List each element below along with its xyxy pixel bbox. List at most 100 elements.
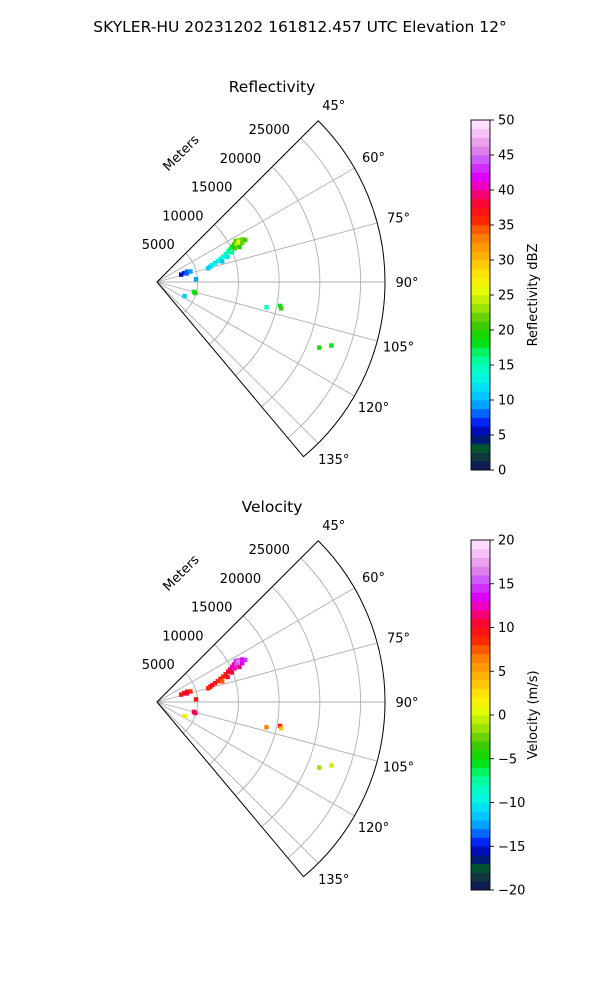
- reflectivity-colorbar-band: [471, 443, 490, 453]
- velocity-angular-gridline: [156, 701, 319, 864]
- velocity-colorbar-band: [471, 557, 490, 567]
- reflectivity-radial-tick-label: 10000: [162, 209, 203, 224]
- velocity-radial-tick-label: 5000: [142, 658, 175, 673]
- reflectivity-theta-tick-label: 75°: [387, 211, 410, 226]
- reflectivity-colorbar-band: [471, 417, 490, 427]
- velocity-theta-tick-label: 60°: [362, 571, 385, 586]
- velocity-data-point: [234, 662, 239, 668]
- reflectivity-colorbar-band: [471, 190, 490, 200]
- velocity-radial-tick-label: 25000: [249, 543, 290, 558]
- velocity-radial-gridline: [287, 557, 361, 859]
- reflectivity-colorbar-band: [471, 400, 490, 410]
- velocity-colorbar-band: [471, 758, 490, 768]
- reflectivity-colorbar-tick-label: 15: [498, 359, 515, 374]
- reflectivity-data-point: [329, 343, 334, 348]
- reflectivity-colorbar-band: [471, 408, 490, 418]
- velocity-data-point: [317, 765, 322, 770]
- velocity-data-point: [223, 672, 228, 677]
- reflectivity-data-point: [237, 244, 242, 250]
- velocity-angular-gridline: [156, 587, 355, 703]
- velocity-colorbar-tick-label: 15: [498, 577, 515, 592]
- reflectivity-angular-gridline: [156, 281, 319, 444]
- reflectivity-data-point: [184, 271, 189, 276]
- velocity-colorbar-band: [471, 855, 490, 865]
- velocity-theta-tick-label: 90°: [395, 696, 418, 711]
- velocity-angular-gridline: [156, 642, 378, 703]
- velocity-data-point: [225, 674, 230, 680]
- reflectivity-radial-gridline: [287, 137, 361, 439]
- reflectivity-data-point: [205, 266, 211, 271]
- reflectivity-data-point: [279, 306, 284, 311]
- reflectivity-data-point: [242, 237, 248, 243]
- velocity-colorbar-band: [471, 583, 490, 593]
- velocity-colorbar-tick-label: 20: [498, 534, 515, 549]
- velocity-colorbar-band: [471, 680, 490, 690]
- velocity-data-point: [193, 697, 199, 702]
- reflectivity-angular-gridline: [156, 222, 378, 283]
- reflectivity-colorbar-tick-label: 20: [498, 324, 515, 339]
- reflectivity-colorbar-band: [471, 172, 490, 182]
- reflectivity-data-point: [240, 240, 245, 246]
- reflectivity-radial-gridline: [261, 166, 321, 408]
- reflectivity-angular-gridline: [156, 281, 355, 397]
- velocity-radial-gridline: [261, 586, 321, 828]
- reflectivity-colorbar-band: [471, 216, 490, 226]
- reflectivity-data-point: [193, 290, 198, 296]
- velocity-data-point: [226, 669, 231, 674]
- velocity-theta-tick-label: 45°: [322, 519, 345, 534]
- reflectivity-colorbar-band: [471, 225, 490, 235]
- reflectivity-colorbar-band: [471, 233, 490, 243]
- reflectivity-colorbar-tick-label: 25: [498, 289, 515, 304]
- reflectivity-colorbar-band: [471, 286, 490, 296]
- velocity-data-point: [329, 763, 334, 768]
- velocity-colorbar-band: [471, 601, 490, 611]
- reflectivity-colorbar-band: [471, 251, 490, 261]
- reflectivity-data-point: [233, 238, 238, 244]
- reflectivity-colorbar-band: [471, 137, 490, 147]
- reflectivity-colorbar-band: [471, 356, 490, 366]
- velocity-colorbar-tick-label: −20: [498, 884, 525, 899]
- velocity-colorbar-tick-label: −5: [498, 752, 517, 767]
- velocity-colorbar-band: [471, 846, 490, 856]
- velocity-data-point: [236, 660, 241, 665]
- reflectivity-colorbar-tick-label: 40: [498, 184, 515, 199]
- velocity-data-point: [242, 657, 248, 663]
- velocity-colorbar-band: [471, 540, 490, 550]
- reflectivity-theta-tick-label: 60°: [362, 151, 385, 166]
- velocity-colorbar-band: [471, 548, 490, 558]
- velocity-colorbar-band: [471, 793, 490, 803]
- reflectivity-colorbar-band: [471, 373, 490, 383]
- velocity-colorbar-band: [471, 671, 490, 681]
- velocity-colorbar-band: [471, 662, 490, 672]
- velocity-theta-tick-label: 75°: [387, 631, 410, 646]
- velocity-data-point: [220, 679, 225, 684]
- reflectivity-colorbar-tick-label: 35: [498, 219, 515, 234]
- reflectivity-colorbar-band: [471, 128, 490, 138]
- velocity-data-point: [233, 658, 238, 664]
- velocity-colorbar-band: [471, 881, 490, 891]
- reflectivity-colorbar-band: [471, 303, 490, 313]
- velocity-data-point: [205, 686, 211, 691]
- reflectivity-radial-gridline: [235, 195, 280, 376]
- velocity-data-point: [232, 666, 237, 671]
- reflectivity-radial-gridline: [209, 224, 239, 345]
- reflectivity-data-point: [181, 270, 187, 276]
- reflectivity-data-point: [225, 254, 230, 260]
- reflectivity-data-point: [218, 256, 223, 262]
- velocity-data-point: [220, 674, 226, 679]
- reflectivity-data-point: [230, 244, 235, 250]
- reflectivity-colorbar-label: Reflectivity dBZ: [526, 244, 541, 347]
- velocity-colorbar-band: [471, 653, 490, 663]
- reflectivity-data-point: [317, 345, 322, 350]
- velocity-sector-frame: [156, 540, 386, 878]
- velocity-theta-tick-label: 105°: [383, 761, 414, 776]
- velocity-data-point: [182, 713, 187, 719]
- velocity-colorbar-band: [471, 688, 490, 698]
- velocity-colorbar-band: [471, 785, 490, 795]
- reflectivity-colorbar-band: [471, 268, 490, 278]
- velocity-colorbar-band: [471, 627, 490, 637]
- reflectivity-colorbar-band: [471, 207, 490, 217]
- velocity-colorbar-band: [471, 618, 490, 628]
- velocity-data-point: [229, 670, 235, 675]
